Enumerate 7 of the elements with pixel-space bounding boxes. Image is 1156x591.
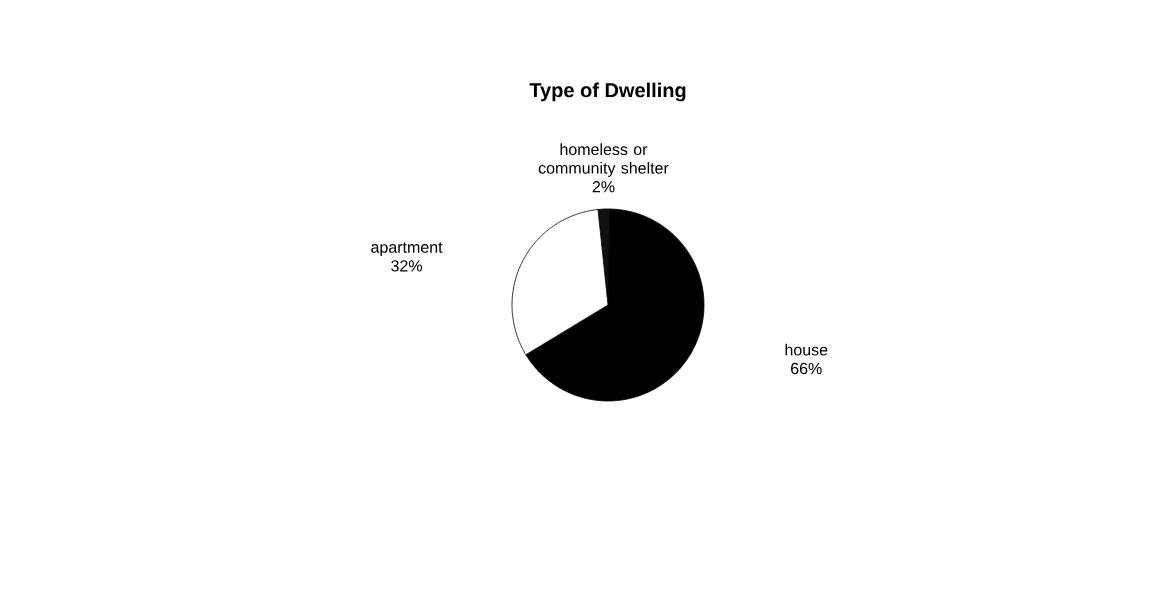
slice-label: homeless or community shelter: [538, 143, 669, 177]
slice-label: house: [785, 343, 828, 356]
slice-label: apartment: [371, 242, 443, 257]
data-label: 66%: [791, 362, 822, 375]
chart-title: Type of Dwelling: [529, 82, 686, 102]
data-label: 32%: [391, 260, 422, 272]
data-label: 2%: [592, 181, 615, 193]
